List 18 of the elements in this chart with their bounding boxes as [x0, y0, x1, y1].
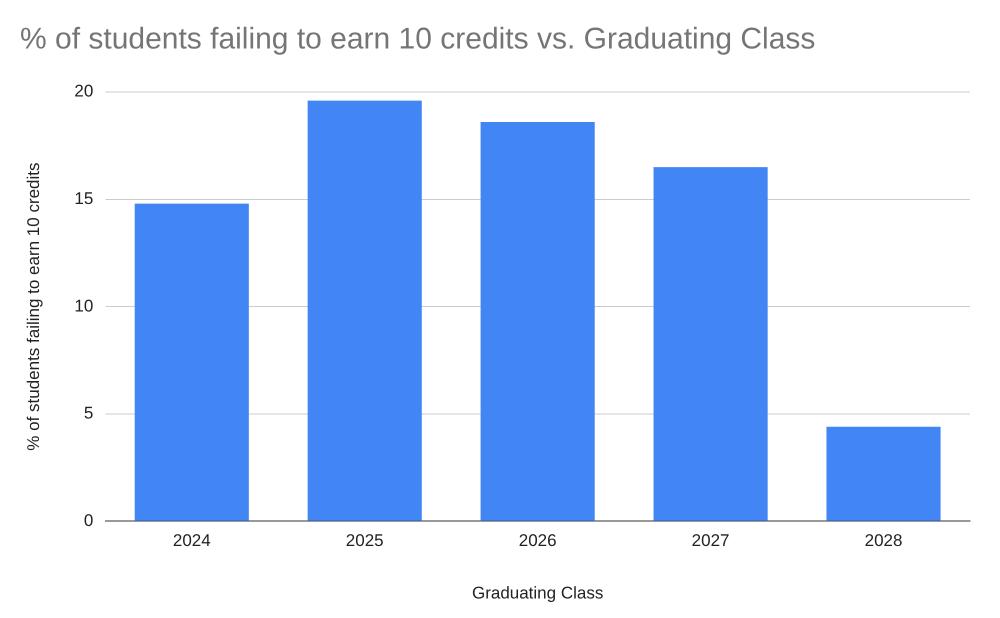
bar — [308, 100, 422, 521]
y-tick-label: 5 — [84, 404, 94, 423]
y-tick-label: 0 — [84, 510, 94, 530]
bar — [480, 122, 595, 521]
x-tick-label: 2025 — [346, 531, 384, 550]
bar — [134, 204, 249, 521]
x-tick-label: 2026 — [518, 531, 557, 550]
bar — [826, 426, 941, 521]
y-tick-label: 20 — [74, 82, 94, 101]
x-tick-label: 2027 — [692, 531, 730, 550]
y-tick-label: 10 — [74, 296, 94, 316]
x-tick-label: 2028 — [864, 531, 902, 550]
x-tick-label: 2024 — [172, 531, 211, 550]
x-axis-title: Graduating Class — [472, 583, 604, 602]
bar — [654, 167, 768, 521]
chart-title: % of students failing to earn 10 credits vs. Graduating Class — [20, 22, 816, 56]
y-axis-title: % of students failing to earn 10 credits — [24, 162, 43, 451]
y-tick-label: 15 — [74, 188, 94, 208]
